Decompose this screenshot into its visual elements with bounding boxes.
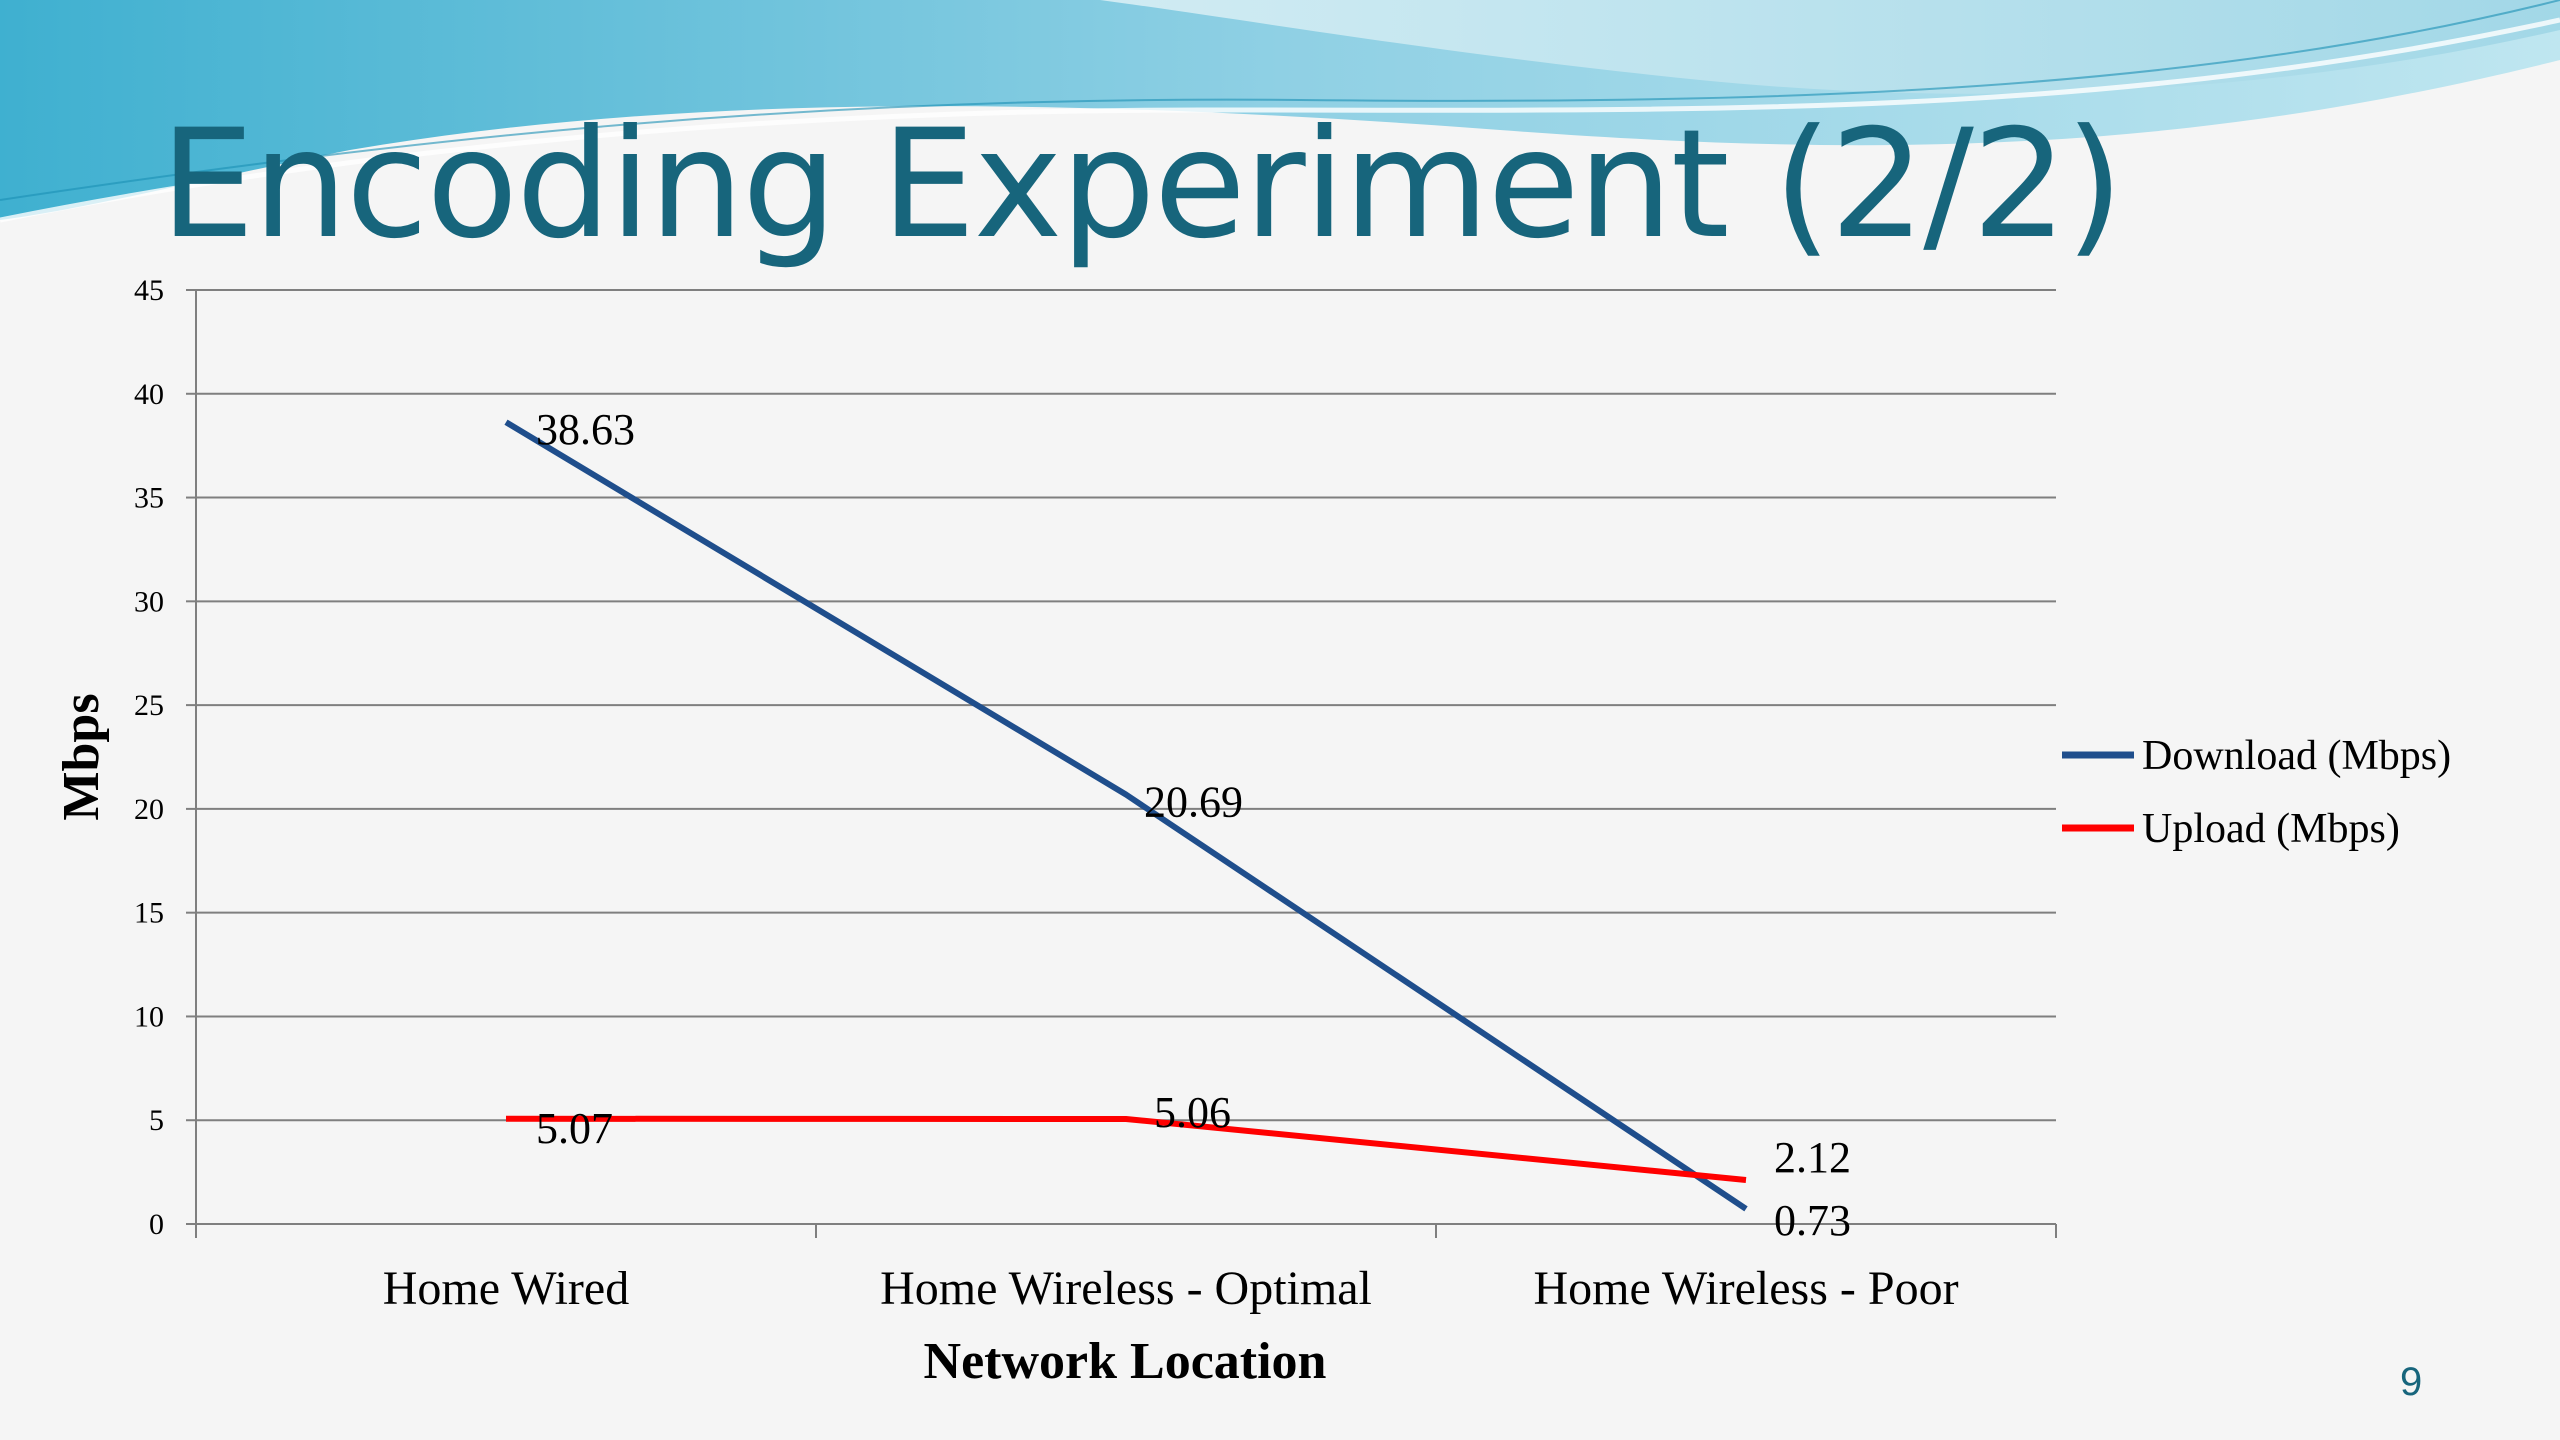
data-label: 20.69 (1144, 778, 1243, 827)
x-tick-labels: Home Wired Home Wireless - Optimal Home Wi… (383, 1262, 1959, 1315)
data-label: 38.63 (536, 405, 635, 454)
slide-title: Encoding Experiment (2/2) (160, 98, 2124, 272)
y-tick-labels: 0 5 10 15 20 25 30 35 40 45 (134, 274, 164, 1241)
data-label: 5.07 (536, 1104, 613, 1153)
series-line-upload (505, 1115, 1747, 1183)
y-tick-label: 25 (134, 689, 164, 722)
header-wave-decoration (0, 0, 2560, 223)
y-tick-label: 40 (134, 378, 164, 411)
y-tick-label: 0 (149, 1208, 164, 1241)
y-tick-label: 35 (134, 482, 164, 515)
page-number: 9 (2400, 1360, 2423, 1404)
legend-label: Upload (Mbps) (2142, 806, 2400, 852)
y-tick-label: 20 (134, 793, 164, 826)
y-tick-label: 10 (134, 1000, 164, 1033)
x-tick-label: Home Wireless - Optimal (880, 1262, 1372, 1315)
y-tick-label: 45 (134, 274, 164, 307)
x-tick-label: Home Wired (383, 1262, 629, 1315)
axes (186, 289, 2057, 1238)
legend-label: Download (Mbps) (2142, 733, 2451, 779)
data-labels: 38.63 20.69 0.73 5.07 5.06 2.12 (536, 405, 1851, 1245)
y-axis-title: Mbps (53, 693, 110, 820)
data-label: 5.06 (1154, 1088, 1231, 1137)
gridlines (196, 289, 2056, 1122)
y-tick-label: 30 (134, 585, 164, 618)
x-axis-title: Network Location (924, 1333, 1327, 1390)
series-lines (504, 419, 1748, 1212)
legend: Download (Mbps) Upload (Mbps) (2062, 733, 2451, 852)
x-tick-label: Home Wireless - Poor (1533, 1262, 1958, 1315)
data-label: 0.73 (1774, 1196, 1851, 1245)
series-line-download (504, 419, 1748, 1212)
data-label: 2.12 (1774, 1133, 1851, 1182)
y-tick-label: 15 (134, 897, 164, 930)
y-tick-label: 5 (149, 1104, 164, 1137)
